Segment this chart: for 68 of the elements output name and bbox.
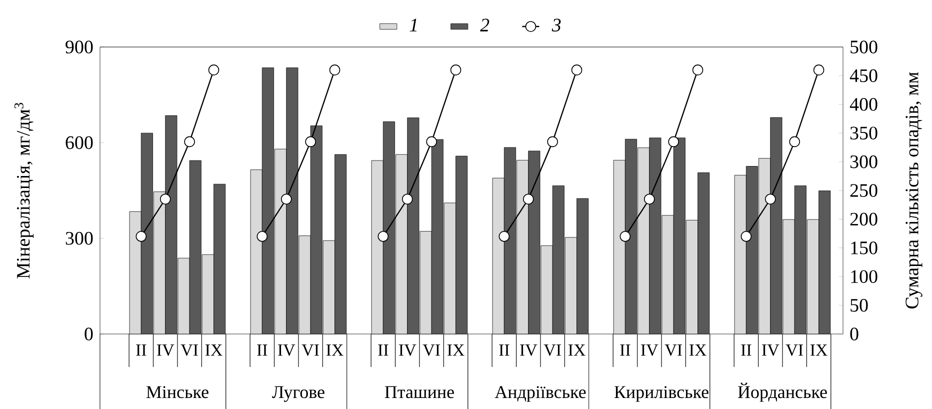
y-tick-label: 900: [66, 40, 93, 54]
x-tick-label: II: [257, 344, 268, 356]
x-tick-label: II: [136, 344, 146, 356]
x-tick-label: IV: [520, 344, 538, 356]
x-tick-label: IV: [399, 344, 416, 356]
x-tick-label: VI: [544, 344, 561, 356]
x-tick-label: IV: [641, 344, 658, 356]
point: [280, 194, 292, 204]
x-tick-label: VI: [664, 344, 682, 356]
point: [402, 194, 413, 204]
x-tick-label: IX: [568, 344, 586, 356]
x-tick-label: VI: [422, 344, 440, 356]
x-tick-label: IV: [762, 344, 780, 356]
point: [305, 136, 316, 148]
text: Пташине: [384, 386, 454, 398]
x-tick-label: VI: [180, 344, 198, 356]
legend-label: 2: [480, 18, 490, 32]
point: [256, 231, 268, 242]
y-tick-label: 0: [84, 328, 93, 340]
x-tick-label: II: [620, 344, 630, 356]
y2-tick-label: 350: [850, 126, 878, 140]
y2-tick-label: 150: [851, 241, 878, 254]
y2-tick-label: 450: [850, 69, 878, 82]
text: Лугове: [272, 386, 324, 402]
y2-tick-label: 100: [851, 270, 878, 283]
x-tick-label: IX: [447, 344, 464, 356]
point: [378, 231, 389, 242]
x-tick-label: IX: [326, 344, 344, 356]
x-tick-label: II: [741, 344, 752, 356]
point: [668, 136, 679, 148]
y-tick-label: 600: [66, 136, 93, 150]
y-tick-label: 300: [66, 232, 93, 245]
y2-tick-label: 200: [850, 212, 878, 226]
x-tick-label: IX: [689, 344, 706, 356]
text: Мінське: [146, 386, 208, 398]
y2-axis-title: Сумарна кількість опадів, мм: [906, 72, 922, 308]
legend-label: 1: [410, 18, 417, 32]
point: [764, 194, 776, 204]
point: [789, 136, 800, 148]
y2-tick-label: 250: [850, 184, 878, 197]
text: Кирилівське: [614, 386, 708, 402]
y2-tick-label: 50: [850, 298, 868, 312]
x-tick-label: IV: [157, 344, 174, 356]
point: [522, 194, 534, 204]
point: [426, 136, 437, 148]
point: [498, 231, 510, 242]
point: [740, 231, 752, 242]
point: [644, 194, 655, 204]
point: [136, 231, 147, 242]
x-tick-label: IV: [278, 344, 296, 356]
x-tick-label: VI: [302, 344, 319, 356]
x-tick-label: II: [378, 344, 388, 356]
x-tick-label: IX: [205, 344, 222, 356]
point: [547, 136, 558, 148]
text: Андріївське: [494, 386, 586, 402]
point: [160, 194, 171, 204]
x-tick-label: IX: [810, 344, 828, 356]
y-axis-title: Мінералізація, мг/дм$^{3}$: [14, 102, 34, 279]
text: Йорданське: [738, 382, 827, 402]
x-tick-label: II: [499, 344, 510, 356]
legend-label: 3: [552, 18, 561, 32]
point: [184, 136, 195, 148]
x-tick-label: VI: [786, 344, 803, 356]
y2-tick-label: 300: [850, 155, 878, 168]
point: [620, 231, 631, 242]
y2-tick-label: 500: [850, 40, 878, 54]
y2-tick-label: 0: [850, 328, 858, 340]
y2-tick-label: 400: [850, 98, 878, 111]
